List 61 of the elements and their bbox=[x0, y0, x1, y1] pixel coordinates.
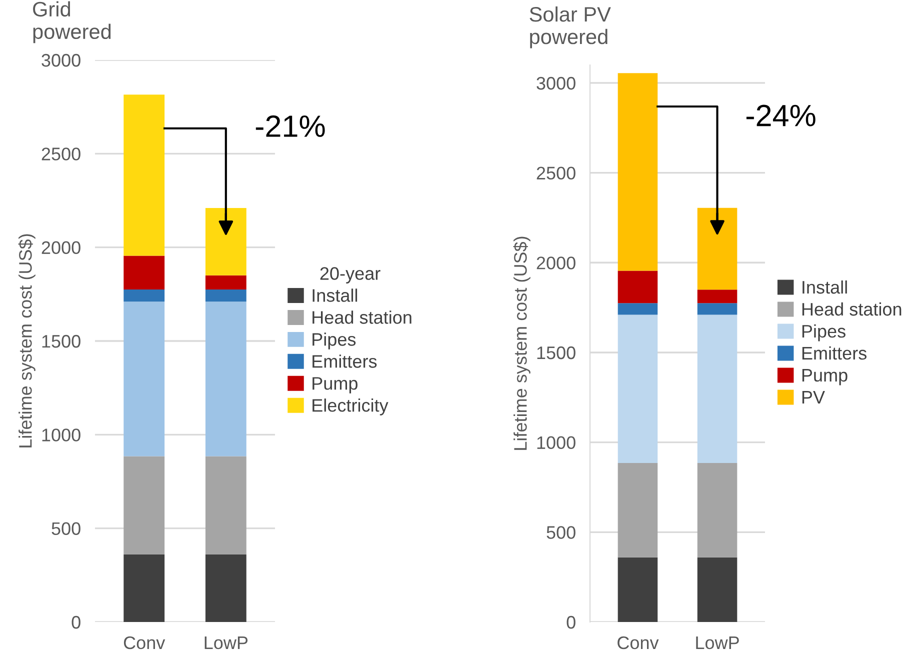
bar bbox=[618, 73, 658, 271]
bar bbox=[124, 94, 165, 256]
legend-label: Emitters bbox=[802, 346, 866, 360]
legend-label: Pipes bbox=[312, 332, 356, 350]
y-tick-label: 2500 bbox=[42, 148, 80, 160]
legend-title: 20-year bbox=[320, 267, 380, 284]
y-tick-label: 2000 bbox=[42, 241, 80, 254]
bar bbox=[205, 208, 246, 276]
legend-label: Emitters bbox=[312, 354, 377, 368]
y-tick-label: 2500 bbox=[536, 166, 576, 180]
chart-title: Solar PV powered bbox=[530, 6, 611, 48]
legend-label: Pipes bbox=[802, 324, 846, 342]
legend-label: Pump bbox=[802, 369, 848, 386]
bar bbox=[124, 256, 165, 290]
x-tick-label: LowP bbox=[204, 636, 248, 650]
y-tick-label: 1500 bbox=[537, 346, 576, 360]
bar bbox=[618, 303, 658, 315]
y-tick-label: 1000 bbox=[42, 428, 80, 442]
bar bbox=[697, 290, 738, 304]
bar bbox=[124, 456, 165, 555]
x-tick-label: Conv bbox=[618, 636, 659, 650]
x-tick-label: Conv bbox=[124, 636, 166, 650]
legend-label: Head station bbox=[312, 310, 412, 324]
legend-label: Install bbox=[312, 288, 358, 302]
annotation: -21% bbox=[256, 115, 325, 137]
y-tick-label: 0 bbox=[72, 616, 80, 629]
y-tick-label: 500 bbox=[52, 522, 80, 536]
x-tick-label: LowP bbox=[696, 636, 739, 650]
y-axis-title: Lifetime system cost (US$) bbox=[513, 236, 530, 450]
y-tick-label: 2000 bbox=[536, 256, 576, 270]
y-tick-label: 0 bbox=[566, 616, 576, 629]
legend-label: Electricity bbox=[312, 398, 388, 416]
bar bbox=[124, 302, 165, 456]
bar bbox=[124, 289, 165, 302]
bar bbox=[697, 208, 738, 290]
legend-label: PV bbox=[802, 391, 825, 404]
bar bbox=[124, 554, 165, 622]
chart-title: Grid powered bbox=[33, 1, 111, 44]
y-tick-label: 500 bbox=[546, 526, 576, 539]
bar bbox=[697, 557, 738, 622]
bar bbox=[697, 462, 738, 558]
y-tick-label: 3000 bbox=[536, 76, 576, 90]
bar bbox=[205, 456, 246, 555]
legend-label: Head station bbox=[802, 302, 902, 316]
bar bbox=[697, 303, 738, 315]
y-tick-label: 1000 bbox=[537, 436, 576, 450]
bar bbox=[205, 289, 246, 302]
y-tick-label: 3000 bbox=[42, 54, 80, 67]
bar bbox=[618, 462, 658, 558]
bar bbox=[618, 557, 658, 622]
bar bbox=[618, 270, 658, 304]
bar bbox=[618, 314, 658, 463]
y-tick-label: 1500 bbox=[42, 334, 80, 348]
bar bbox=[697, 314, 738, 463]
bar bbox=[205, 302, 246, 456]
y-axis-title: Lifetime system cost (US$) bbox=[18, 234, 36, 448]
legend-label: Install bbox=[802, 280, 847, 294]
bar bbox=[205, 554, 246, 622]
annotation: -24% bbox=[746, 104, 816, 126]
bar bbox=[205, 275, 246, 290]
legend-label: Pump bbox=[312, 377, 358, 394]
